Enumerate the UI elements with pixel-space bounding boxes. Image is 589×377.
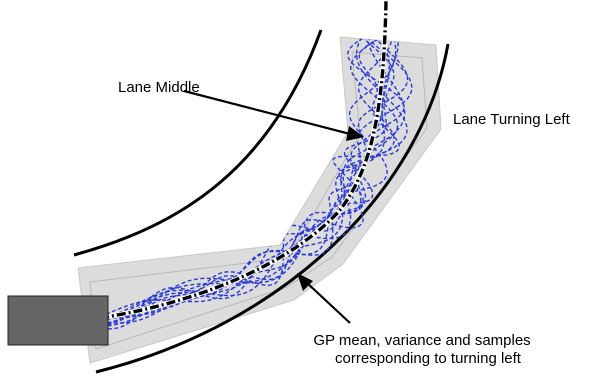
gp-sample-curve (99, 37, 413, 317)
road-outer-edge (95, 43, 450, 374)
road-inner-edge (73, 29, 323, 257)
lane-middle-path-dashdot (99, 0, 388, 320)
label-gp-line2: corresponding to turning left (335, 350, 522, 367)
vehicle-box (7, 295, 109, 346)
label-lane-turning-left: Lane Turning Left (453, 111, 571, 128)
label-lane-middle: Lane Middle (118, 79, 200, 96)
variance-band-inner-outline (89, 51, 428, 350)
arrow-lane-middle (183, 89, 364, 141)
label-gp-line1: GP mean, variance and samples (313, 332, 530, 349)
arrow-gp-samples (297, 273, 351, 324)
gp-sample-curve (101, 37, 411, 326)
gp-sample-curve (100, 37, 395, 325)
gp-sample-curve (99, 37, 395, 319)
